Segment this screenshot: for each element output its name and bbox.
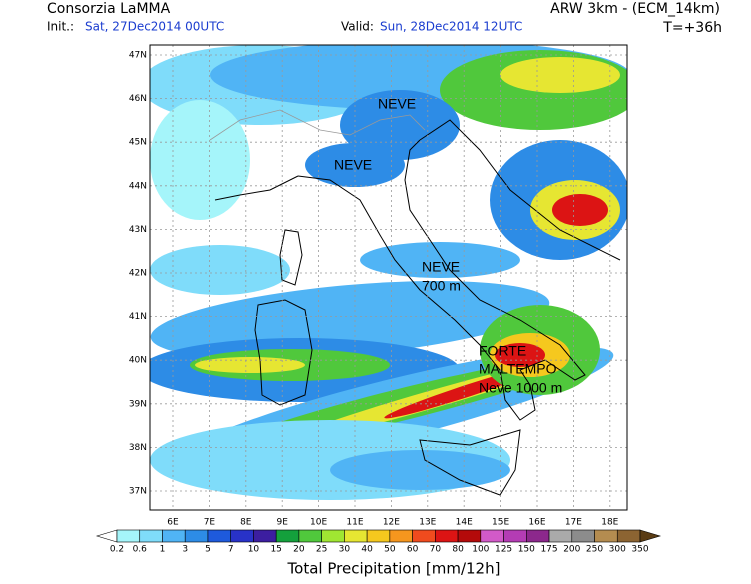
lon-label: 13E (419, 518, 436, 528)
lat-label: 47N (129, 51, 147, 61)
lead-time: T=+36h (662, 20, 722, 36)
annotation: Neve 1000 m (479, 380, 562, 396)
annotation: FORTE (479, 343, 526, 359)
map-frame (149, 44, 628, 511)
colorbar-segment (616, 529, 641, 543)
coastlines (214, 119, 621, 496)
colorbar-tick-label: 350 (631, 545, 648, 555)
valid-label: Valid: (341, 20, 374, 34)
lat-label: 38N (129, 443, 147, 453)
lon-label: 18E (601, 518, 618, 528)
colorbar-segment (298, 529, 322, 543)
colorbar-segment (230, 529, 254, 543)
colorbar-title: Total Precipitation [mm/12h] (287, 560, 501, 578)
colorbar-tick-label: 30 (339, 545, 351, 555)
colorbar-segment (184, 529, 209, 543)
colorbar-segment (457, 529, 482, 543)
annotation: NEVE (422, 259, 460, 275)
colorbar-segment (207, 529, 231, 543)
colorbar-tick-label: 0.2 (110, 545, 124, 555)
colorbar-segment (480, 529, 504, 543)
lon-label: 10E (310, 518, 327, 528)
colorbar-tick-label: 7 (228, 545, 234, 555)
colorbar-tick-label: 5 (205, 545, 211, 555)
lon-label: 9E (276, 518, 288, 528)
annotation: NEVE (334, 157, 372, 173)
colorbar-segment (412, 529, 436, 543)
colorbar-tick-label: 0.6 (133, 545, 148, 555)
map: NEVE NEVE NEVE 700 m FORTE MALTEMPO Neve… (149, 44, 628, 511)
lat-label: 44N (129, 181, 147, 191)
colorbar-segment (526, 529, 550, 543)
colorbar-tick-label: 175 (540, 545, 557, 555)
lon-label: 17E (565, 518, 582, 528)
lon-label: 12E (383, 518, 400, 528)
colorbar-segment (366, 529, 391, 543)
lat-label: 43N (129, 225, 147, 235)
valid-time: Sun, 28Dec2014 12UTC (380, 20, 522, 34)
colorbar-arrow-low (95, 529, 118, 543)
colorbar-segment (571, 529, 595, 543)
lat-label: 40N (129, 356, 147, 366)
lat-label: 41N (129, 312, 147, 322)
colorbar-tick-label: 3 (182, 545, 188, 555)
lon-label: 8E (240, 518, 252, 528)
lat-label: 45N (129, 138, 147, 148)
init-time: Sat, 27Dec2014 00UTC (85, 20, 224, 34)
annotation: 700 m (422, 278, 461, 294)
colorbar-segment (344, 529, 368, 543)
annotation: NEVE (378, 96, 416, 112)
lat-label: 39N (129, 399, 147, 409)
colorbar-tick-label: 200 (563, 545, 580, 555)
colorbar-segment (253, 529, 277, 543)
model-title: ARW 3km - (ECM_14km) (550, 1, 720, 17)
colorbar-tick-label: 10 (248, 545, 260, 555)
lon-label: 16E (528, 518, 545, 528)
colorbar-tick-label: 20 (293, 545, 305, 555)
colorbar-tick-label: 250 (586, 545, 603, 555)
colorbar-segment (116, 529, 141, 543)
colorbar-segment (321, 529, 345, 543)
colorbar-arrow-high (639, 529, 662, 543)
colorbar-tick-label: 1 (160, 545, 166, 555)
borders (209, 109, 426, 141)
lat-label: 42N (129, 269, 147, 279)
colorbar-tick-label: 150 (518, 545, 535, 555)
lon-label: 11E (346, 518, 363, 528)
lon-label: 7E (204, 518, 216, 528)
colorbar-segment (503, 529, 527, 543)
colorbar-tick-label: 70 (430, 545, 442, 555)
colorbar-tick-label: 80 (452, 545, 464, 555)
colorbar-segment (435, 529, 459, 543)
colorbar-tick-label: 15 (270, 545, 281, 555)
org-title: Consorzia LaMMA (47, 1, 171, 17)
init-label: Init.: (47, 20, 74, 34)
colorbar-segment (162, 529, 186, 543)
colorbar-tick-label: 60 (407, 545, 419, 555)
colorbar-tick-label: 100 (472, 545, 489, 555)
lon-label: 15E (492, 518, 509, 528)
colorbar-segment (139, 529, 163, 543)
colorbar-segment (594, 529, 618, 543)
colorbar-segment (548, 529, 573, 543)
colorbar-tick-label: 50 (384, 545, 396, 555)
colorbar-tick-label: 40 (361, 545, 373, 555)
colorbar-tick-label: 25 (316, 545, 327, 555)
lat-label: 37N (129, 487, 147, 497)
annotation: MALTEMPO (479, 361, 557, 377)
colorbar: 0.2 0.6 1 3 5 7 10 15 20 25 30 40 50 60 70 80 100 125 150 1… (95, 529, 662, 555)
lon-label: 6E (167, 518, 179, 528)
colorbar-tick-label: 300 (609, 545, 626, 555)
colorbar-segment (389, 529, 413, 543)
colorbar-tick-label: 125 (495, 545, 512, 555)
lat-label: 46N (129, 94, 147, 104)
lon-label: 14E (456, 518, 473, 528)
colorbar-segment (275, 529, 300, 543)
